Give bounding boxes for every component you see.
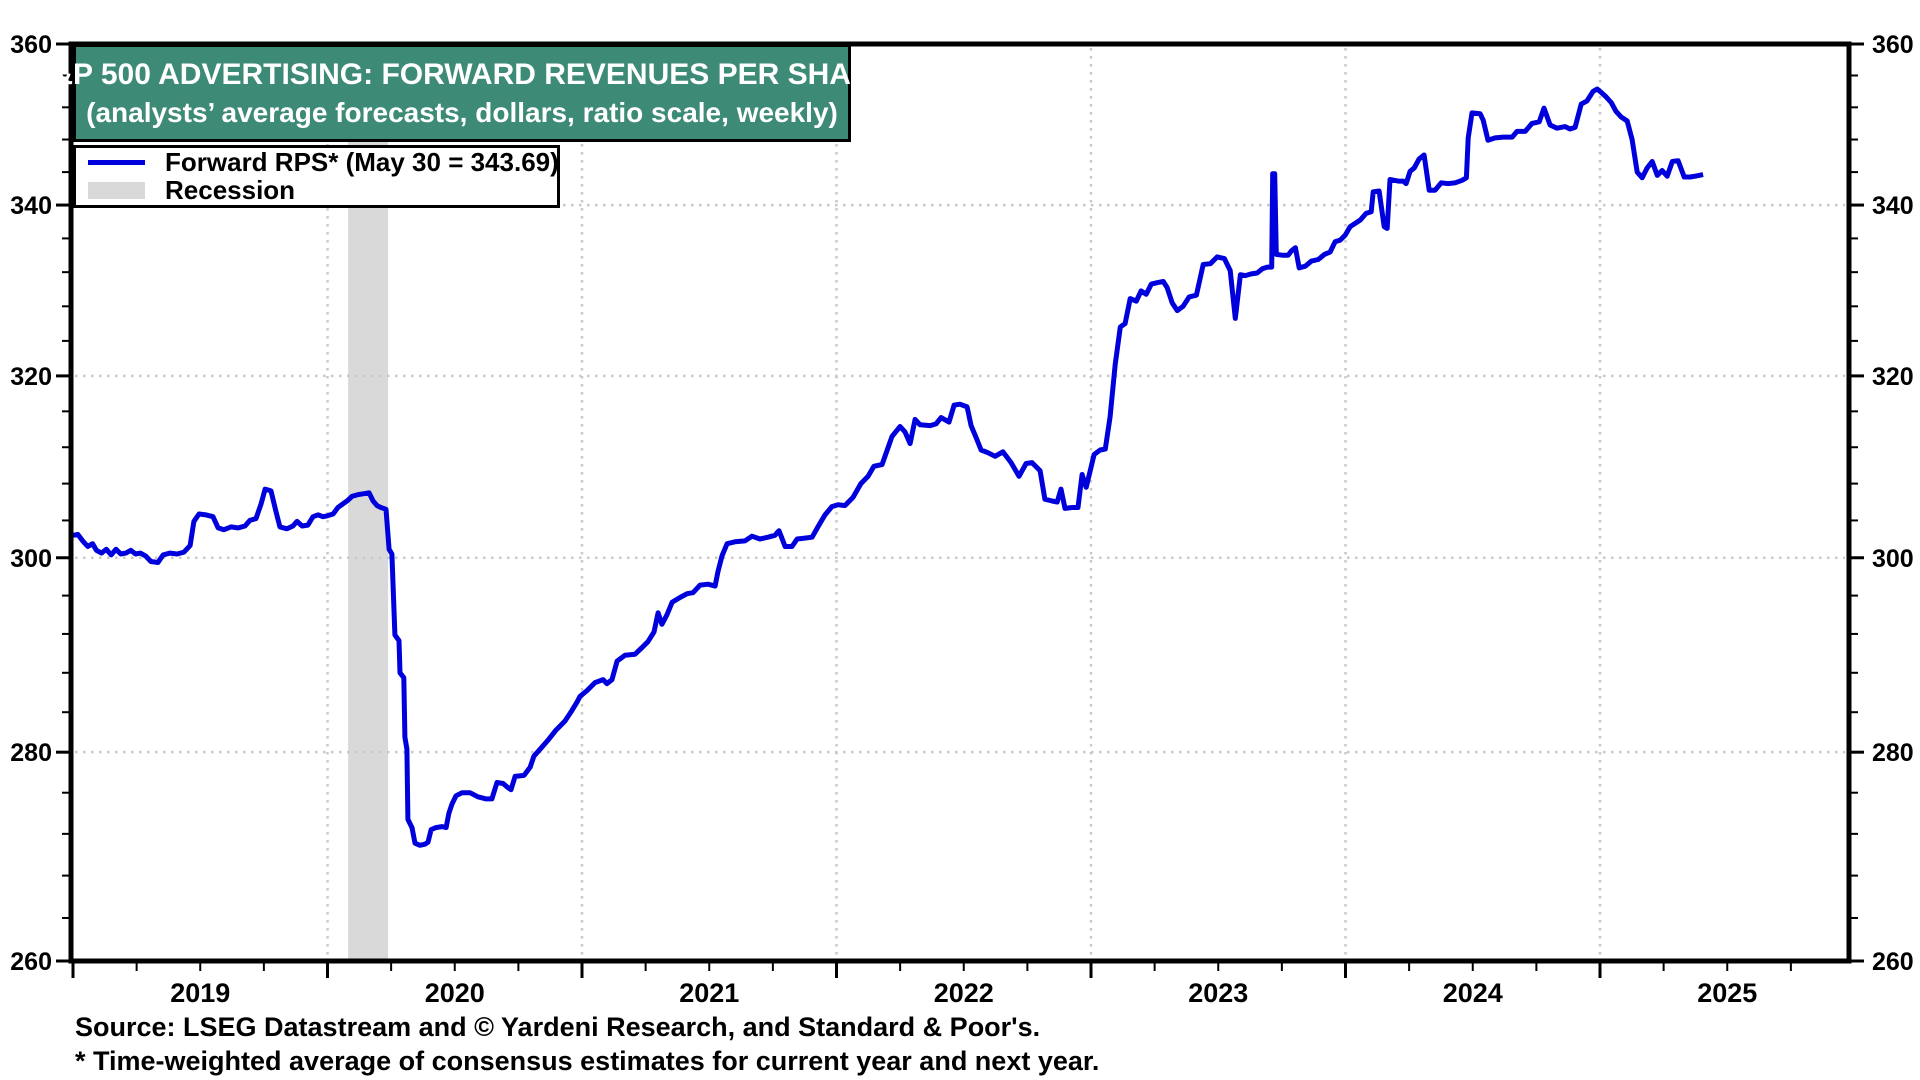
y-axis-label-right: 300 <box>1872 545 1914 573</box>
legend-row-forward-rps: Forward RPS* (May 30 = 343.69) <box>88 147 559 177</box>
x-axis-year-label: 2021 <box>679 978 739 1008</box>
plot-frame <box>68 41 1852 964</box>
legend-label-forward-rps: Forward RPS* (May 30 = 343.69) <box>165 147 559 177</box>
chart-subtitle: (analysts’ average forecasts, dollars, r… <box>86 96 838 128</box>
x-axis-year-label: 2024 <box>1443 978 1503 1008</box>
legend: Forward RPS* (May 30 = 343.69) Recession <box>73 145 560 208</box>
y-axis-label-right: 320 <box>1872 363 1914 391</box>
x-axis-year-label: 2022 <box>934 978 994 1008</box>
y-axis-label-left: 320 <box>10 363 52 391</box>
legend-label-recession: Recession <box>165 175 296 205</box>
y-axis-label-right: 280 <box>1872 739 1914 767</box>
x-axis-year-label: 2019 <box>170 978 230 1008</box>
chart-title: S&P 500 ADVERTISING: FORWARD REVENUES PE… <box>31 57 893 91</box>
y-axis-label-left: 300 <box>10 545 52 573</box>
rps-line-swatch <box>88 160 145 165</box>
legend-row-recession: Recession <box>88 175 557 205</box>
y-axis-label-left: 280 <box>10 739 52 767</box>
methodology-note: * Time-weighted average of consensus est… <box>75 1046 1100 1076</box>
x-axis-year-label: 2025 <box>1697 978 1757 1008</box>
chart-title-box: S&P 500 ADVERTISING: FORWARD REVENUES PE… <box>31 44 893 142</box>
y-axis-label-right: 360 <box>1872 31 1914 59</box>
forward-rps-line <box>72 86 1704 848</box>
x-axis-year-label: 2023 <box>1188 978 1248 1008</box>
y-axis-label-right: 340 <box>1872 192 1914 220</box>
y-axis-label-right: 260 <box>1872 948 1914 976</box>
source-note: Source: LSEG Datastream and © Yardeni Re… <box>75 1012 1041 1042</box>
recession-swatch <box>88 182 145 199</box>
x-axis-year-label: 2020 <box>425 978 485 1008</box>
y-axis-label-left: 360 <box>10 31 52 59</box>
y-axis-label-left: 260 <box>10 948 52 976</box>
y-axis-label-left: 340 <box>10 192 52 220</box>
